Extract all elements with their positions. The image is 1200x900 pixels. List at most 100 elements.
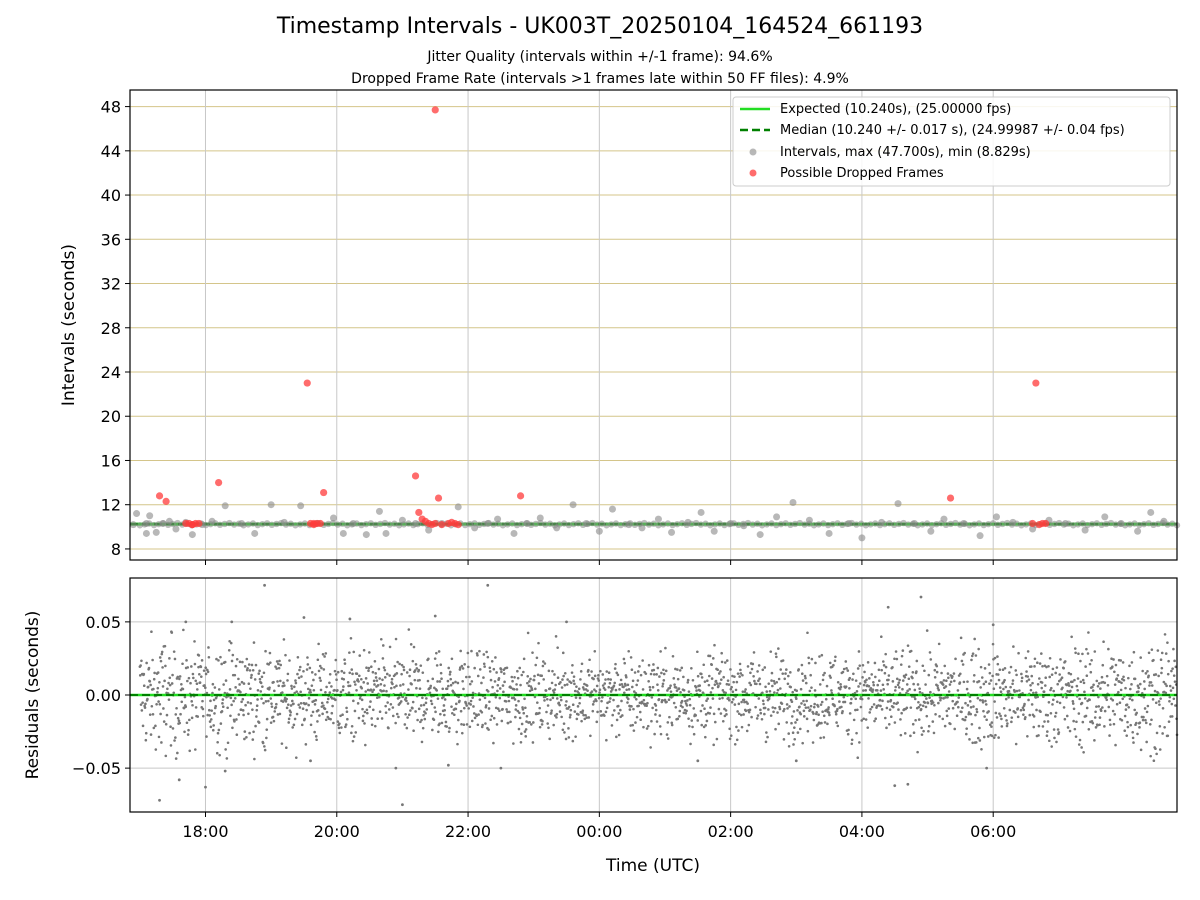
residual-point	[728, 737, 732, 741]
residual-point	[862, 717, 866, 721]
residual-point	[481, 723, 484, 727]
interval-point	[1029, 525, 1037, 533]
residual-point	[512, 687, 516, 691]
residual-point	[326, 700, 329, 704]
top-y-tick-label: 40	[101, 186, 121, 205]
residual-point	[156, 686, 160, 690]
residual-point	[921, 704, 925, 708]
residual-point	[518, 711, 521, 715]
residual-point	[1020, 679, 1024, 683]
residual-outlier-point	[184, 620, 188, 624]
residual-point	[556, 646, 559, 649]
residual-point	[140, 709, 144, 712]
residual-point	[348, 671, 352, 675]
residual-point	[1041, 725, 1045, 728]
residual-point	[928, 651, 932, 654]
residual-point	[996, 655, 999, 658]
residual-point	[507, 699, 511, 703]
residual-point	[1065, 714, 1069, 718]
residual-point	[733, 703, 737, 706]
residual-point	[583, 717, 587, 721]
residual-point	[294, 679, 297, 682]
residual-point	[812, 718, 816, 722]
residual-point	[425, 697, 428, 700]
residual-point	[1004, 714, 1007, 717]
residual-point	[408, 668, 412, 672]
residual-point	[719, 678, 723, 681]
residual-point	[749, 683, 753, 687]
residual-point	[1028, 713, 1032, 717]
residual-point	[464, 675, 468, 679]
residual-point	[1091, 685, 1094, 689]
residual-point	[578, 696, 582, 700]
residual-point	[1032, 715, 1036, 718]
residual-point	[307, 703, 310, 707]
residual-outlier-point	[696, 759, 700, 763]
residual-point	[912, 682, 915, 686]
residual-point	[405, 671, 409, 674]
residual-point	[1093, 716, 1097, 719]
residual-point	[621, 714, 624, 717]
residual-point	[1054, 711, 1058, 715]
residual-point	[660, 699, 664, 702]
residual-point	[659, 650, 662, 653]
residual-point	[265, 728, 269, 731]
residual-point	[368, 705, 372, 709]
residual-point	[578, 701, 581, 705]
interval-point	[727, 520, 735, 528]
residual-point	[705, 719, 709, 723]
residual-point	[599, 710, 603, 713]
residual-point	[808, 708, 812, 712]
residual-point	[427, 657, 430, 661]
residual-point	[515, 683, 518, 686]
residual-point	[767, 708, 770, 711]
residual-point	[1174, 704, 1177, 707]
interval-point	[1081, 526, 1089, 534]
residual-point	[226, 706, 229, 710]
residual-point	[759, 711, 763, 715]
residual-point	[836, 724, 840, 728]
residual-point	[709, 691, 713, 694]
residual-point	[737, 702, 741, 706]
residual-point	[784, 672, 787, 675]
residual-point	[1096, 723, 1099, 727]
residual-point	[1115, 677, 1119, 680]
residual-point	[187, 728, 190, 732]
residual-point	[1107, 647, 1110, 651]
residual-point	[747, 710, 751, 714]
residual-outlier-point	[919, 595, 923, 599]
residual-point	[1143, 707, 1147, 710]
residual-point	[175, 706, 178, 710]
residual-point	[787, 732, 791, 735]
residual-point	[237, 677, 240, 681]
residual-point	[1058, 701, 1062, 705]
residual-point	[1054, 671, 1057, 675]
residual-point	[431, 728, 434, 732]
residual-point	[607, 671, 611, 675]
residual-point	[906, 644, 910, 647]
residual-point	[530, 688, 534, 691]
residual-point	[370, 717, 373, 720]
residual-point	[735, 738, 739, 742]
interval-point	[1147, 508, 1155, 516]
residual-point	[484, 722, 487, 725]
residual-point	[149, 683, 152, 687]
interval-point	[553, 524, 561, 532]
residual-point	[241, 697, 245, 701]
residual-point	[373, 724, 377, 728]
residual-point	[388, 645, 392, 649]
residual-point	[1018, 689, 1021, 692]
residual-point	[678, 709, 682, 713]
residual-point	[190, 716, 194, 720]
residual-point	[508, 710, 511, 714]
residual-point	[251, 738, 255, 741]
residual-point	[1046, 713, 1050, 717]
residual-point	[1113, 683, 1117, 686]
residual-point	[883, 671, 887, 675]
residual-point	[308, 688, 312, 692]
residual-point	[381, 644, 385, 647]
residual-point	[919, 707, 923, 711]
residual-point	[164, 754, 168, 758]
residual-point	[692, 707, 696, 710]
